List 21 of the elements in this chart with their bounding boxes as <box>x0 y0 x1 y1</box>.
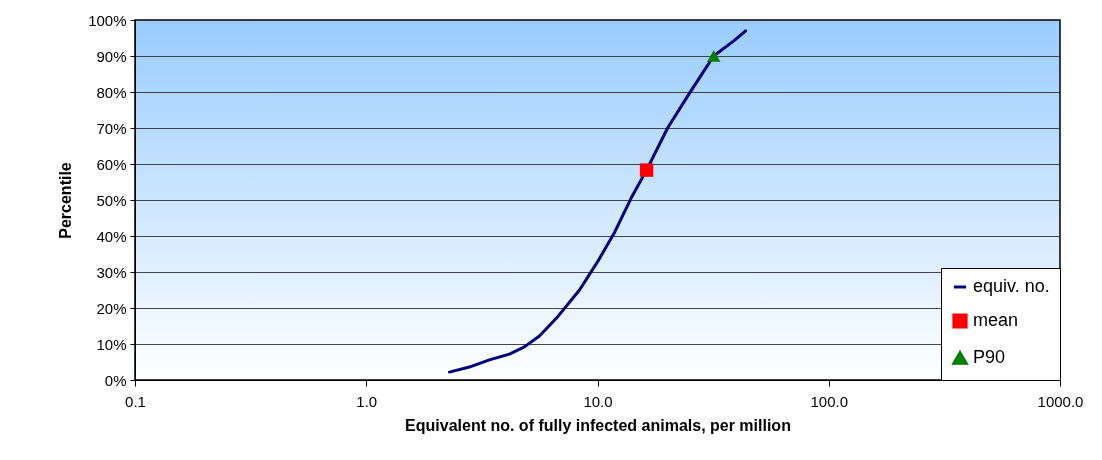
y-axis-title: Percentile <box>57 162 75 239</box>
y-tick-label: 20% <box>96 299 127 317</box>
x-tick-label: 1.0 <box>356 392 378 410</box>
y-tick-label: 40% <box>96 227 127 245</box>
x-tick-label: 100.0 <box>810 392 849 410</box>
y-tick-label: 100% <box>88 11 127 29</box>
y-tick-label: 0% <box>104 371 127 389</box>
y-tick-label: 60% <box>96 155 127 173</box>
x-tick-label: 10.0 <box>583 392 613 410</box>
y-tick-label: 90% <box>96 47 127 65</box>
y-tick-label: 50% <box>96 191 127 209</box>
legend-label: P90 <box>973 347 1006 367</box>
y-tick-label: 80% <box>96 83 127 101</box>
legend-label: mean <box>973 310 1019 330</box>
y-tick-label: 70% <box>96 119 127 137</box>
x-axis-title: Equivalent no. of fully infected animals, per million <box>405 416 791 434</box>
x-tick-label: 1000.0 <box>1037 392 1084 410</box>
y-tick-label: 10% <box>96 335 127 353</box>
x-tick-label: 0.1 <box>125 392 146 410</box>
legend-label: equiv. no. <box>973 276 1050 296</box>
y-tick-label: 30% <box>96 263 127 281</box>
